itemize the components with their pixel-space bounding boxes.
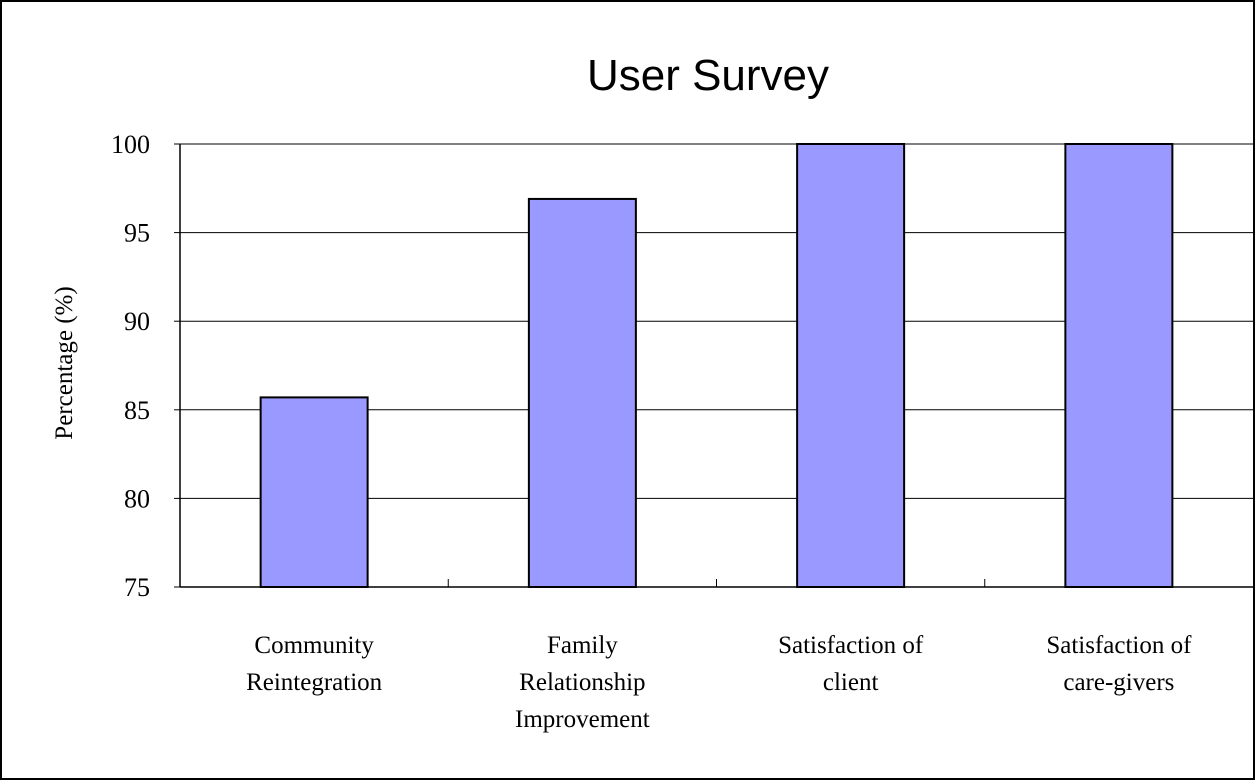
x-category-label-line: Community — [254, 632, 374, 659]
x-category-label-line: Relationship — [519, 669, 645, 696]
axes — [174, 143, 1253, 588]
x-category-label-line: Family — [547, 632, 618, 659]
x-category-label: Family Relationship Improvement — [515, 632, 650, 733]
y-tick-label: 80 — [124, 484, 150, 513]
bar — [259, 396, 369, 588]
x-category-label-line: Satisfaction of — [778, 632, 924, 659]
bar — [1064, 143, 1174, 588]
bars — [259, 143, 1174, 588]
chart-title: User Survey — [587, 51, 829, 100]
bar — [527, 197, 637, 588]
bar-chart: User Survey 75 80 85 90 95 100 Community Reint… — [51, 51, 1253, 733]
x-category-label: Satisfaction of care-givers — [1046, 632, 1192, 696]
x-category-label: Community Reintegration — [246, 632, 383, 696]
y-tick-label: 90 — [124, 307, 150, 336]
x-category-label: Satisfaction of client — [778, 632, 924, 696]
x-category-labels: Community Reintegration Family Relationship… — [246, 632, 1192, 733]
y-tick-label: 75 — [124, 573, 150, 602]
bar — [796, 143, 906, 588]
y-tick-label: 85 — [124, 396, 150, 425]
x-category-label-line: client — [823, 669, 879, 696]
y-tick-label: 100 — [111, 130, 150, 159]
x-category-label-line: Reintegration — [246, 669, 383, 696]
y-axis-label: Percentage (%) — [51, 286, 78, 439]
x-category-label-line: Satisfaction of — [1046, 632, 1192, 659]
x-category-label-line: care-givers — [1063, 669, 1174, 696]
y-tick-labels: 75 80 85 90 95 100 — [111, 130, 150, 602]
y-tick-label: 95 — [124, 219, 150, 248]
x-category-label-line: Improvement — [515, 706, 650, 733]
